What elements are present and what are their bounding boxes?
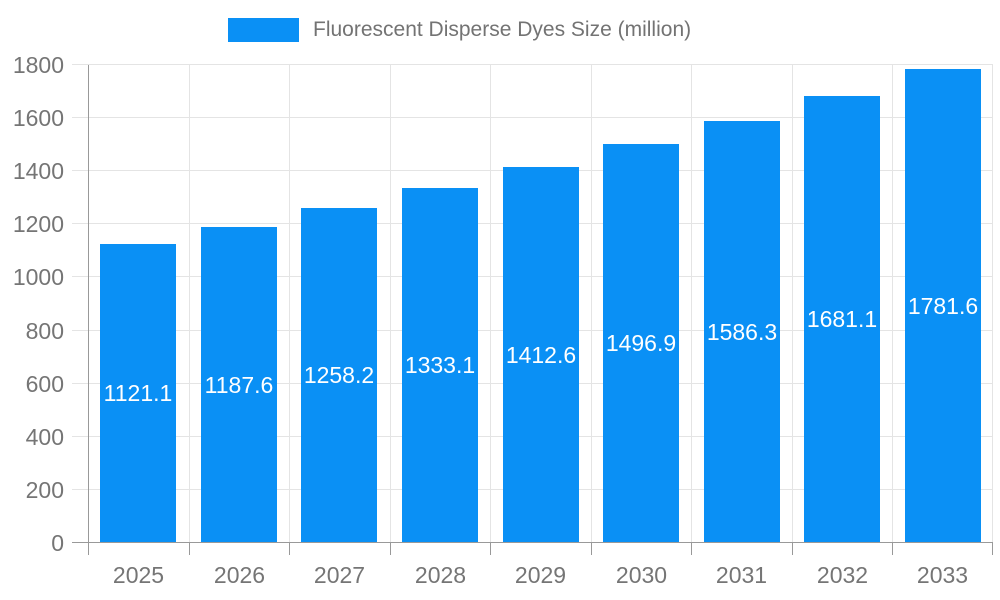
y-tick-label: 1200 [12, 211, 64, 238]
x-tick-label: 2031 [715, 562, 768, 588]
y-tick-label: 0 [51, 530, 64, 556]
x-tick-label: 2027 [313, 562, 366, 588]
bar-value-label: 1781.6 [907, 293, 979, 319]
x-tick-label: 2026 [213, 562, 266, 588]
bar: 1258.2 [301, 208, 377, 542]
x-gridline [892, 65, 893, 543]
x-gridline [792, 65, 793, 543]
bar-value-label: 1121.1 [103, 380, 173, 406]
bar-value-label: 1681.1 [806, 306, 878, 332]
y-gridline [72, 117, 993, 119]
plot-area: 1121.1 1187.6 1258.2 1333.1 1412.6 1496.9 1586… [72, 64, 993, 555]
x-axis-line [72, 542, 993, 543]
bar: 1412.6 [503, 167, 579, 542]
x-axis-tick [189, 542, 190, 555]
y-tick-label: 800 [25, 317, 64, 344]
y-tick-label: 1000 [12, 264, 64, 291]
x-tick-label: 2033 [916, 562, 969, 588]
bar-value-label: 1187.6 [204, 372, 274, 398]
legend-label: Fluorescent Disperse Dyes Size (million) [313, 18, 692, 41]
x-axis-tick [88, 542, 89, 555]
bar-value-label: 1412.6 [505, 342, 577, 368]
bar-value-label: 1586.3 [706, 319, 778, 345]
bar-value-label: 1496.9 [605, 330, 677, 356]
x-gridline [189, 65, 190, 543]
y-tick-label: 600 [25, 370, 64, 397]
bar: 1187.6 [201, 227, 277, 542]
x-gridline [490, 65, 491, 543]
y-tick-label: 1600 [12, 105, 64, 132]
bar: 1681.1 [804, 96, 880, 542]
x-gridline [289, 65, 290, 543]
x-gridline [992, 65, 993, 543]
y-tick-label: 1800 [12, 52, 64, 78]
bar-value-label: 1333.1 [404, 352, 476, 378]
x-tick-label: 2025 [112, 562, 165, 588]
x-tick-label: 2028 [414, 562, 467, 588]
y-tick-label: 200 [25, 476, 64, 503]
x-tick-label: 2032 [816, 562, 869, 588]
y-tick-label: 1400 [12, 158, 64, 185]
x-tick-label: 2030 [615, 562, 668, 588]
x-axis-tick [691, 542, 692, 555]
bar-value-label: 1258.2 [303, 362, 375, 388]
x-tick-label: 2029 [514, 562, 567, 588]
x-axis-tick [792, 542, 793, 555]
x-axis-tick [992, 542, 993, 555]
x-axis-tick [490, 542, 491, 555]
x-axis-tick [289, 542, 290, 555]
chart-legend: Fluorescent Disperse Dyes Size (million) [228, 18, 691, 42]
x-axis-tick [390, 542, 391, 555]
x-gridline [390, 65, 391, 543]
y-gridline [72, 64, 993, 65]
bar: 1781.6 [905, 69, 981, 542]
x-gridline [691, 65, 692, 543]
x-gridline [591, 65, 592, 543]
y-tick-label: 400 [25, 423, 64, 450]
legend-swatch [228, 18, 299, 42]
bar: 1496.9 [603, 144, 679, 542]
x-axis-tick [892, 542, 893, 555]
bar: 1586.3 [704, 121, 780, 542]
bar: 1333.1 [402, 188, 478, 542]
bar: 1121.1 [100, 244, 176, 542]
x-axis-tick [591, 542, 592, 555]
y-axis-line [88, 65, 89, 543]
